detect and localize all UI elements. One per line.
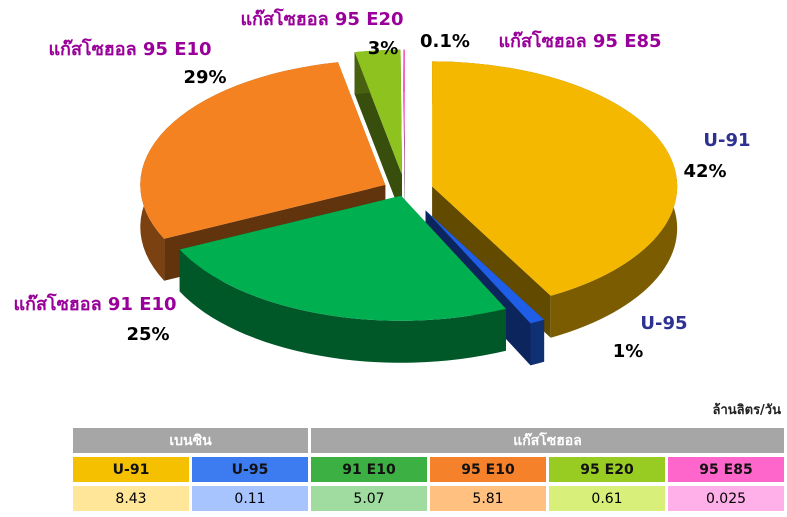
percent-label: 1% (613, 341, 644, 362)
group-header: แก๊สโซฮอล (311, 428, 784, 453)
percent-label: 3% (368, 38, 399, 59)
slice (179, 195, 506, 321)
column-header: 95 E10 (430, 457, 546, 482)
table-value: 5.81 (430, 486, 546, 511)
table-value: 8.43 (73, 486, 189, 511)
slice (432, 61, 678, 296)
slice (140, 62, 386, 239)
column-header: U-91 (73, 457, 189, 482)
slice-cut-face (354, 52, 402, 217)
column-header: U-95 (192, 457, 308, 482)
column-header: 95 E85 (668, 457, 784, 482)
column-header: 91 E10 (311, 457, 427, 482)
slice-side (530, 319, 545, 366)
table-value: 0.61 (549, 486, 665, 511)
percent-label: 29% (183, 67, 226, 88)
category-label: แก๊สโซฮอล 95 E20 (240, 8, 403, 30)
slice-side (179, 249, 506, 363)
category-label: U-95 (640, 313, 687, 334)
percent-label: 0.1% (420, 31, 470, 52)
slice (403, 49, 405, 175)
table-value: 0.025 (668, 486, 784, 511)
slice (354, 49, 402, 175)
percent-label: 25% (126, 324, 169, 345)
percent-label: 42% (683, 161, 726, 182)
table-value: 0.11 (192, 486, 308, 511)
slice (425, 210, 545, 324)
category-label: แก๊สโซฮอล 95 E85 (498, 30, 661, 52)
category-label: แก๊สโซฮอล 95 E10 (48, 38, 211, 60)
slice-tops (140, 49, 678, 324)
column-header: 95 E20 (549, 457, 665, 482)
group-header: เบนซิน (73, 428, 308, 453)
category-label: U-91 (703, 130, 750, 151)
table-value: 5.07 (311, 486, 427, 511)
data-table: เบนซิน แก๊สโซฮอล U-91 U-95 91 E10 95 E10… (70, 424, 787, 515)
unit-label: ล้านลิตร/วัน (712, 403, 781, 418)
pie-chart: U-91 42% U-95 1% แก๊สโซฮอล 91 E10 25% แก๊สโซฮอ… (13, 8, 751, 366)
category-label: แก๊สโซฮอล 91 E10 (13, 293, 176, 315)
